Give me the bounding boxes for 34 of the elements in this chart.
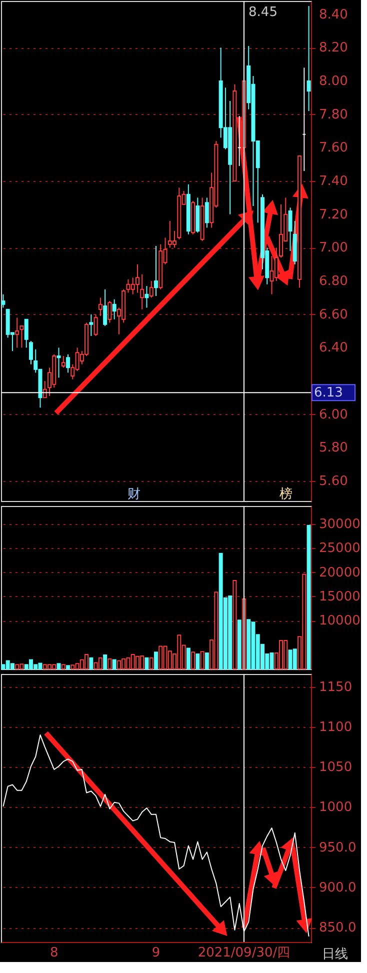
y-tick-label: 7.60 (319, 140, 348, 156)
y-tick-label: 900.0 (319, 880, 356, 896)
y-tick-label: 7.40 (319, 174, 348, 189)
y-tick-label: 7.80 (319, 107, 348, 122)
y-tick-label: 6.00 (319, 407, 348, 422)
y-tick-label: 7.20 (319, 207, 348, 222)
annotation: 榜 (280, 487, 292, 502)
y-tick-label: 950.0 (319, 840, 356, 856)
y-tick-label: 1050 (319, 760, 352, 776)
y-tick-label: 10000 (319, 614, 360, 629)
y-tick-label: 1000 (319, 800, 352, 816)
y-tick-label: 7.00 (319, 240, 348, 256)
annotation: 财 (128, 487, 140, 502)
y-tick-label: 8.40 (319, 7, 348, 22)
annotation: 8.45 (248, 5, 278, 20)
y-tick-label: 6.40 (319, 340, 348, 356)
x-tick-label: 9 (152, 946, 160, 960)
y-tick-label: 5.80 (319, 440, 348, 456)
x-tick-label: 2021/09/30/四 (198, 946, 290, 960)
y-tick-label: 20000 (319, 565, 360, 580)
y-tick-label: 5.60 (319, 474, 348, 489)
y-tick-label: 850.0 (319, 920, 356, 936)
y-tick-label: 8.00 (319, 74, 348, 89)
ref-line-label: 6.13 (314, 386, 343, 401)
y-tick-label: 30000 (319, 516, 360, 532)
text: 日线 (322, 947, 348, 962)
y-tick-label: 6.80 (319, 274, 348, 289)
y-tick-label: 8.20 (319, 40, 348, 56)
y-tick-label: 6.60 (319, 307, 348, 322)
y-tick-label: 15000 (319, 589, 360, 604)
y-tick-label: 1150 (319, 680, 352, 695)
y-tick-label: 25000 (319, 541, 360, 556)
x-tick-label: 8 (50, 946, 58, 960)
y-tick-label: 1100 (319, 720, 352, 735)
